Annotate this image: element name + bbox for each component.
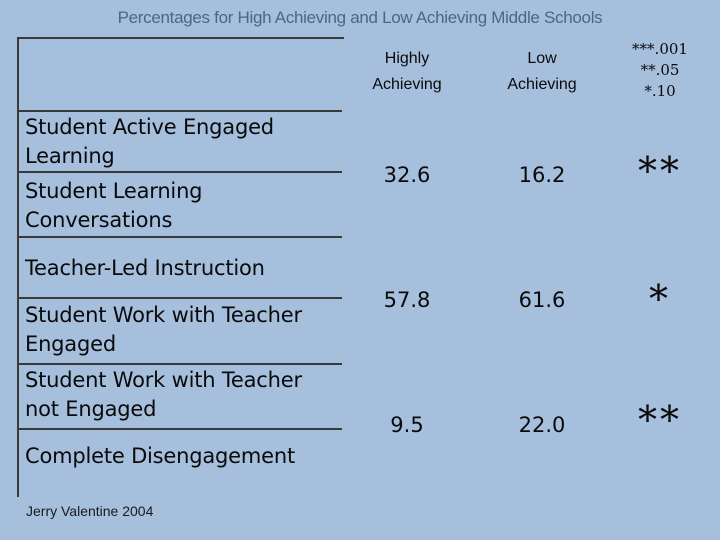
header-line: Achieving	[372, 76, 442, 93]
significance-group-2: *	[649, 277, 671, 321]
header-line: Low	[527, 50, 557, 67]
row-label-learning-conversations: Student Learning Conversations	[25, 179, 203, 232]
value-low-group-2: 61.6	[518, 288, 566, 312]
header-highly-achieving: Highly Achieving	[347, 46, 467, 98]
divider-line	[17, 110, 342, 112]
divider-line	[17, 236, 342, 238]
sig-key-line: *.10	[644, 82, 676, 100]
row-label-work-teacher-not-engaged: Student Work with Teacher not Engaged	[25, 368, 302, 421]
divider-line	[17, 363, 342, 365]
row-label-active-engaged: Student Active Engaged Learning	[25, 115, 274, 168]
value-low-group-3: 22.0	[518, 413, 566, 437]
value-high-group-2: 57.8	[383, 288, 431, 312]
frame-border	[17, 37, 344, 497]
significance-group-3: **	[638, 398, 682, 442]
significance-group-1: **	[638, 149, 682, 193]
header-line: Highly	[384, 50, 430, 67]
divider-line	[17, 428, 342, 430]
sig-key-line: ***.001	[632, 40, 688, 58]
header-line: Achieving	[507, 76, 577, 93]
divider-line	[17, 171, 342, 173]
slide-title: Percentages for High Achieving and Low A…	[117, 8, 603, 27]
author-credit: Jerry Valentine 2004	[26, 503, 154, 519]
sig-key-line: **.05	[640, 61, 680, 79]
header-low-achieving: Low Achieving	[482, 46, 602, 98]
divider-line	[17, 297, 342, 299]
row-label-complete-disengagement: Complete Disengagement	[25, 444, 296, 468]
significance-key: ***.001 **.05 *.10	[600, 39, 720, 102]
value-high-group-1: 32.6	[383, 163, 431, 187]
row-label-work-teacher-engaged: Student Work with Teacher Engaged	[25, 303, 302, 356]
value-low-group-1: 16.2	[518, 163, 566, 187]
value-high-group-3: 9.5	[390, 413, 424, 437]
row-label-teacher-led: Teacher-Led Instruction	[25, 256, 265, 280]
